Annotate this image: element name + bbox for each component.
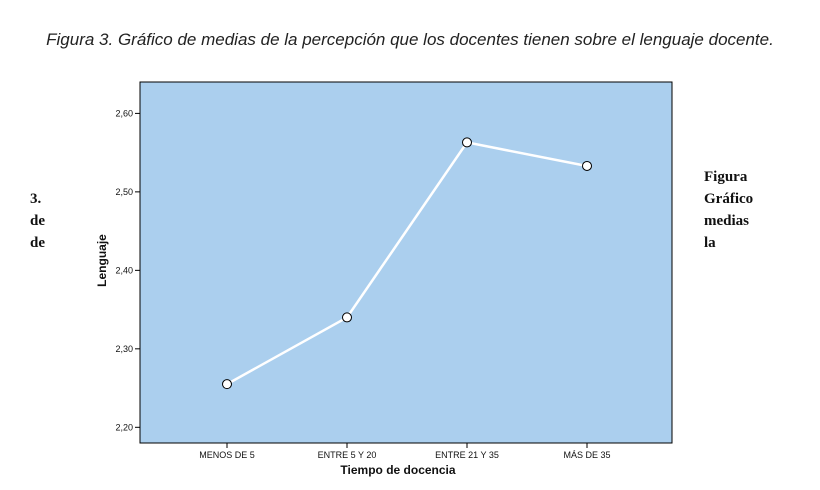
y-axis-title: Lenguaje: [95, 234, 109, 287]
axes: 2,20 2,30 2,40 2,50 2,60 MENOS DE 5 ENTRE 5 Y …: [115, 108, 610, 460]
figure-caption: Figura 3. Gráfico de medias de la percep…: [46, 30, 774, 49]
y-tick-label: 2,30: [115, 344, 133, 354]
side-text-right: Figura Gráfico medias la: [704, 166, 753, 254]
y-tick-label: 2,40: [115, 265, 133, 275]
y-tick-label: 2,50: [115, 187, 133, 197]
data-point: [342, 312, 352, 323]
series-path: [226, 141, 588, 386]
y-tick-label: 2,60: [115, 108, 133, 118]
side-text-line: de: [30, 235, 45, 251]
plot-area: [139, 81, 673, 444]
side-text-line: 3.: [30, 191, 42, 207]
side-text-line: medias: [704, 213, 749, 229]
data-point: [462, 137, 472, 148]
y-tick-label: 2,20: [115, 422, 133, 432]
side-text-line: de: [30, 213, 45, 229]
x-tick-label: ENTRE 5 Y 20: [318, 450, 377, 460]
data-point: [222, 379, 232, 390]
side-text-line: Figura: [704, 169, 748, 185]
side-text-line: la: [704, 235, 716, 251]
side-text-left: 3. de de: [30, 188, 45, 254]
series-line: [222, 137, 592, 390]
side-text-line: Gráfico: [704, 191, 754, 207]
x-tick-label: MENOS DE 5: [199, 450, 255, 460]
data-point: [582, 160, 592, 171]
x-tick-label: MÁS DE 35: [563, 450, 610, 460]
x-tick-label: ENTRE 21 Y 35: [435, 450, 499, 460]
x-axis-title: Tiempo de docencia: [340, 463, 455, 477]
